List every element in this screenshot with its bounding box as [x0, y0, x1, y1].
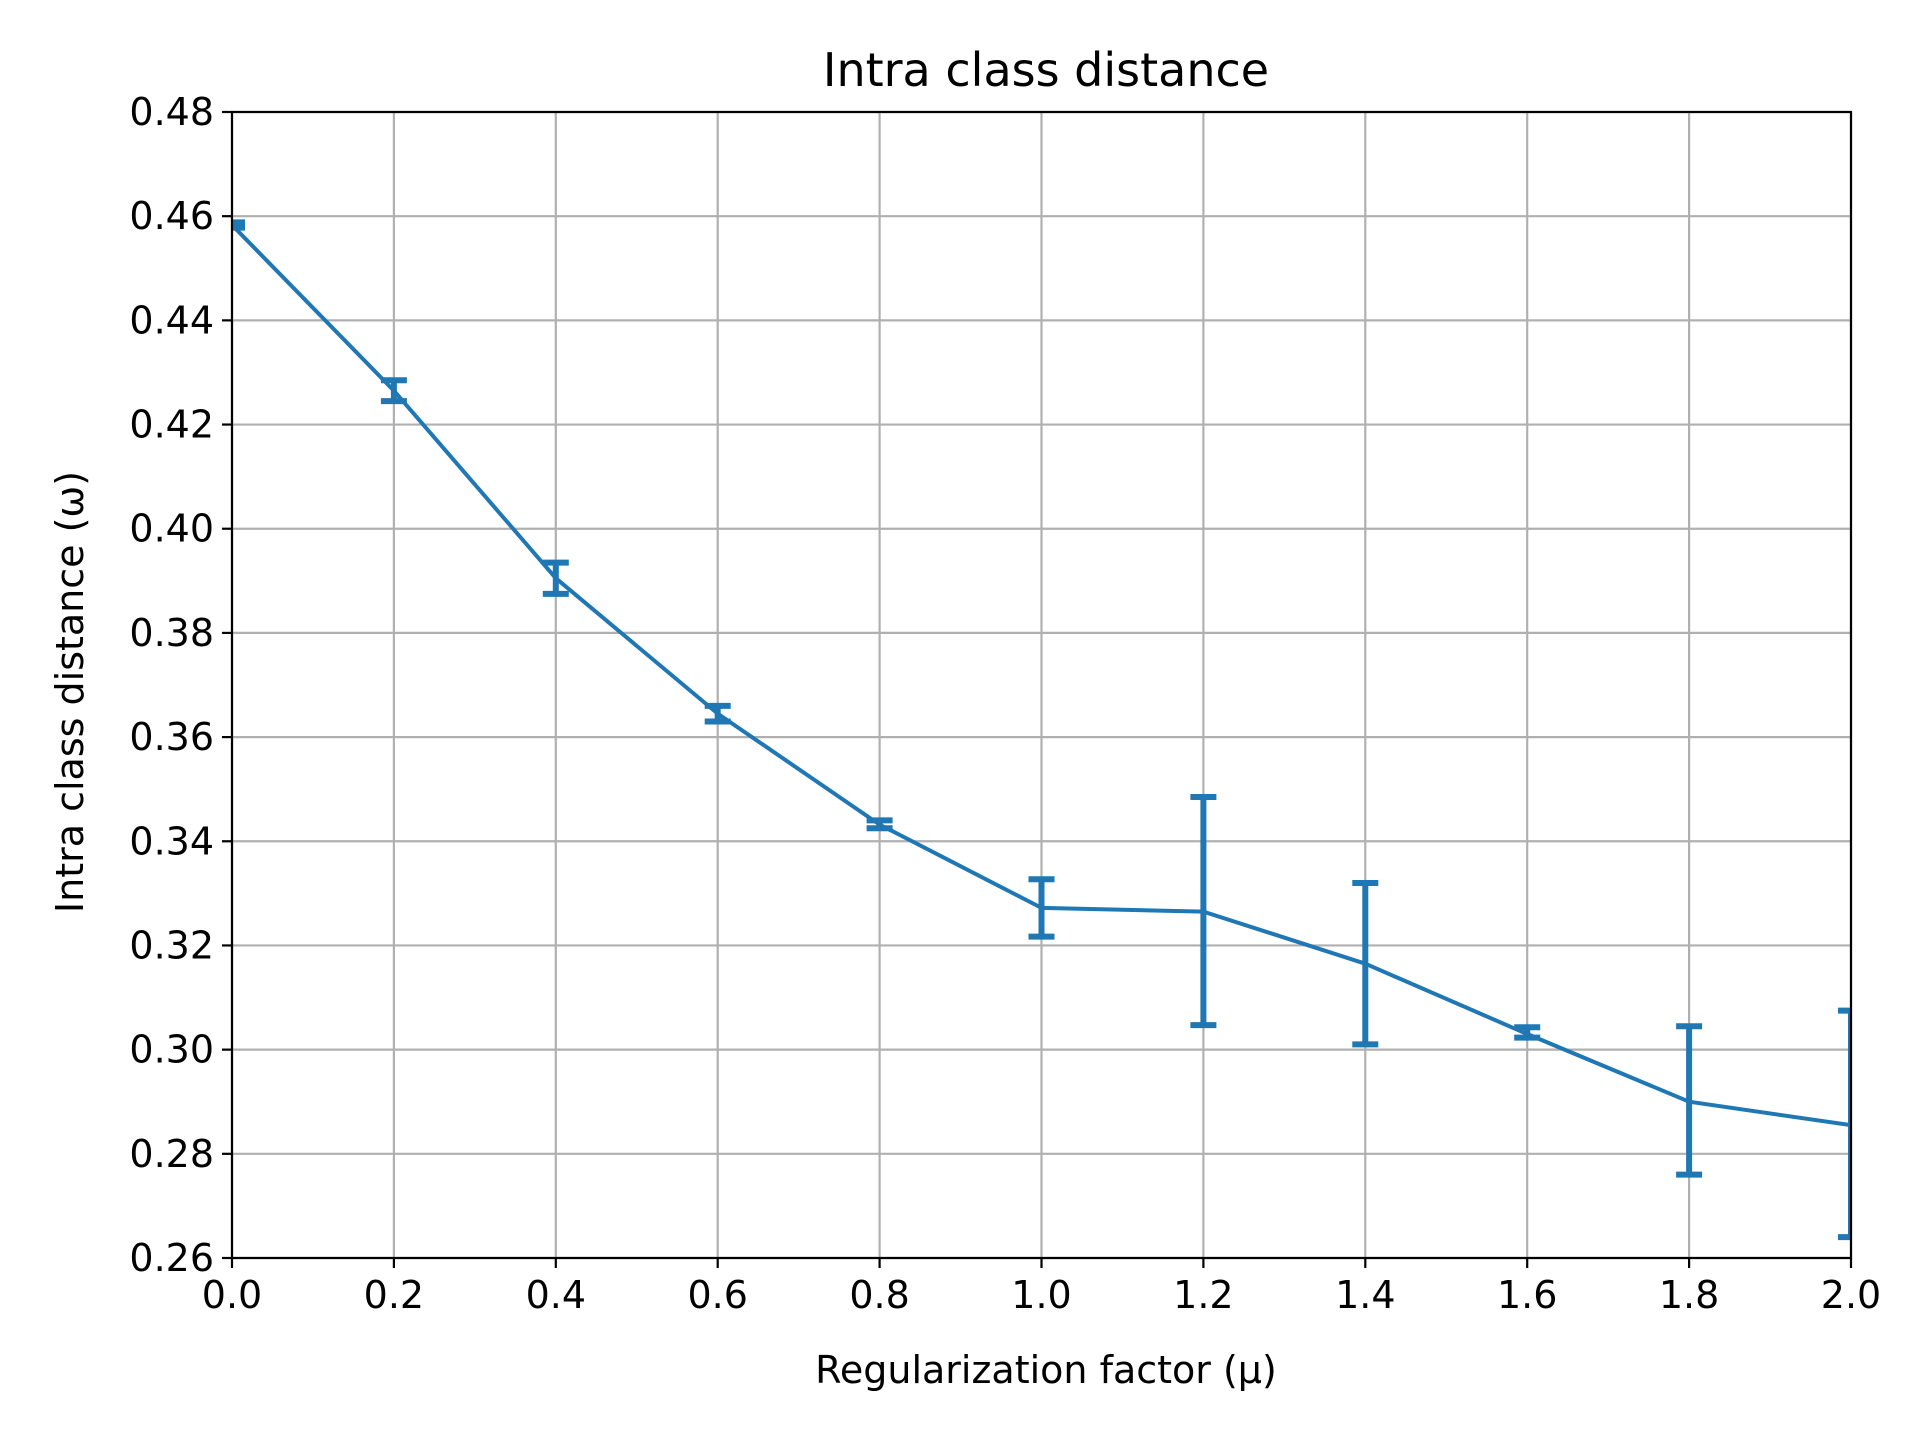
x-tick-label: 1.0	[1011, 1273, 1071, 1317]
y-tick-label: 0.38	[129, 611, 214, 655]
y-tick-label: 0.32	[129, 923, 214, 967]
x-tick-label: 0.2	[364, 1273, 424, 1317]
x-tick-label: 0.6	[687, 1273, 747, 1317]
y-tick-label: 0.40	[129, 507, 214, 551]
y-axis-label: Intra class distance (ω)	[48, 471, 92, 913]
y-tick-label: 0.46	[129, 194, 214, 238]
ticks-layer: 0.0 0.2 0.4 0.6 0.8 1.0 1.2 1.4 1.6 1.8 2.0 0.26 0.2…	[129, 90, 1881, 1317]
x-tick-label: 1.8	[1659, 1273, 1719, 1317]
x-tick-label: 1.6	[1497, 1273, 1557, 1317]
y-tick-label: 0.42	[129, 403, 214, 447]
y-tick-label: 0.26	[129, 1236, 214, 1280]
x-tick-label: 1.4	[1335, 1273, 1395, 1317]
x-tick-label: 2.0	[1821, 1273, 1881, 1317]
y-tick-label: 0.30	[129, 1028, 214, 1072]
x-tick-label: 0.8	[849, 1273, 909, 1317]
grid	[230, 110, 1853, 1260]
series-layer	[232, 219, 1851, 1241]
y-tick-label: 0.34	[129, 819, 214, 863]
series-clip-group	[232, 219, 1851, 1241]
y-tick-label: 0.44	[129, 298, 214, 342]
x-axis-label: Regularization factor (μ)	[815, 1348, 1277, 1392]
x-tick-label: 0.0	[202, 1273, 262, 1317]
y-tick-label: 0.28	[129, 1132, 214, 1176]
x-tick-label: 1.2	[1173, 1273, 1233, 1317]
y-tick-label: 0.36	[129, 715, 214, 759]
chart-title: Intra class distance	[823, 43, 1269, 97]
x-tick-label: 0.4	[526, 1273, 586, 1317]
y-tick-label: 0.48	[129, 90, 214, 134]
